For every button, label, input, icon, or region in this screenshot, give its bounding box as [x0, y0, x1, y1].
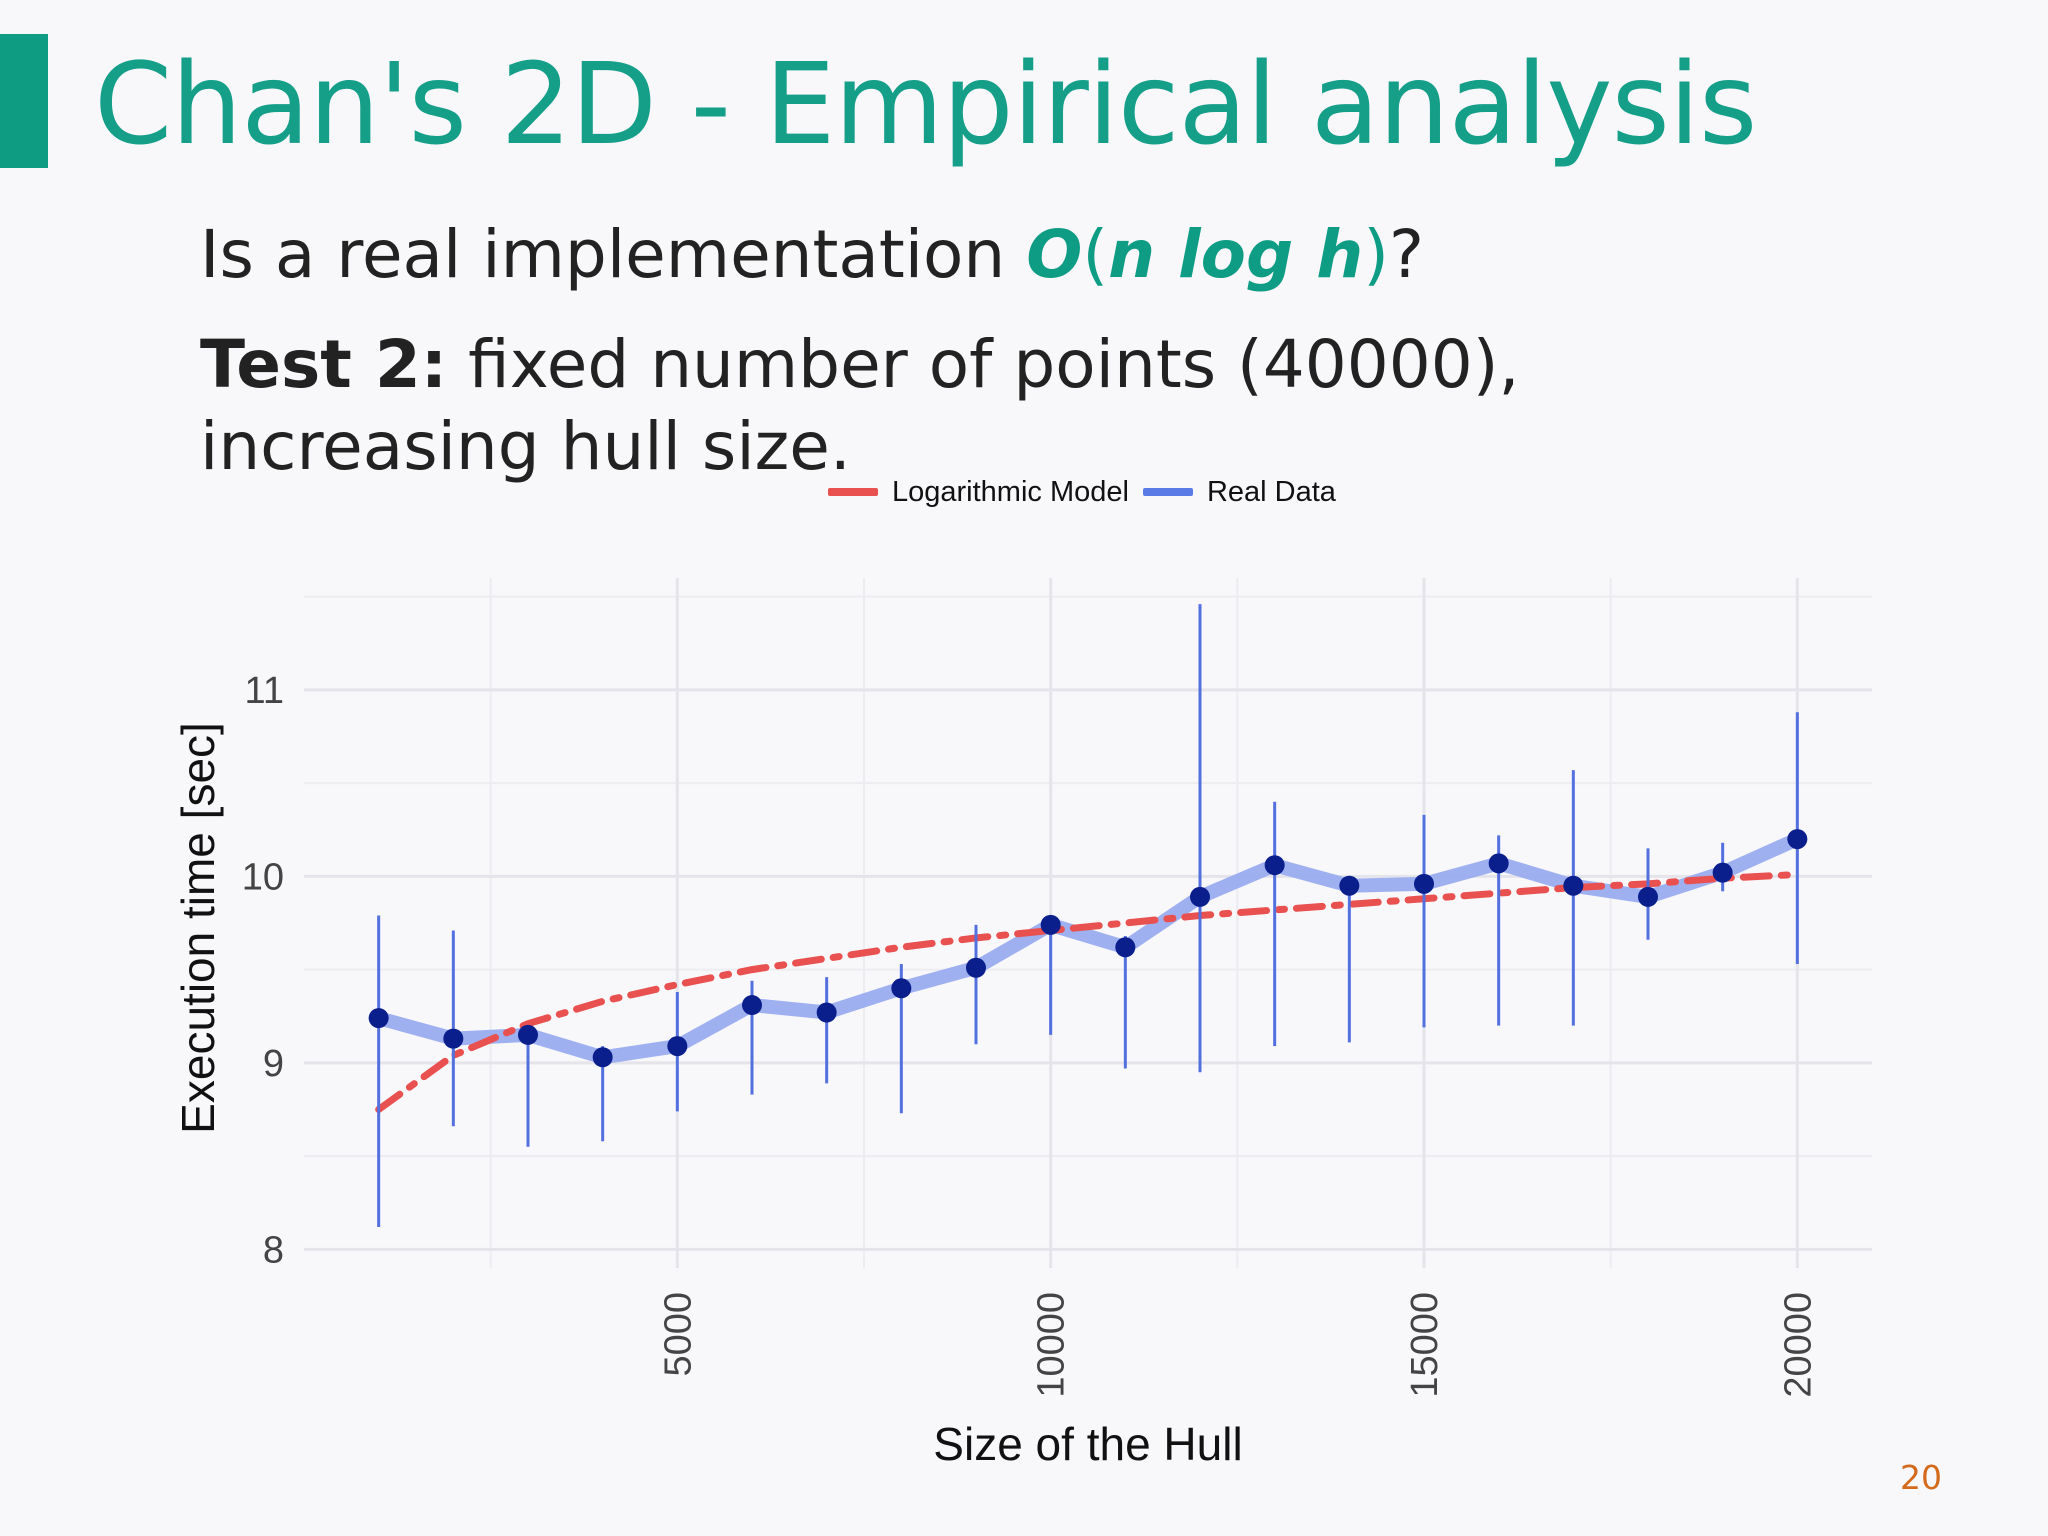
y-tick-label: 8	[263, 1229, 284, 1271]
x-tick-label: 10000	[1031, 1292, 1073, 1398]
data-point	[592, 1047, 613, 1068]
y-tick-label: 11	[245, 670, 284, 712]
x-tick-label: 20000	[1777, 1292, 1819, 1398]
test-description: Test 2: fixed number of points (40000), …	[200, 324, 1840, 488]
data-point	[1488, 853, 1509, 874]
data-point	[1712, 862, 1733, 883]
legend-swatch-real-data	[1142, 488, 1193, 496]
test-label: Test 2:	[200, 326, 448, 403]
data-point	[742, 995, 762, 1016]
data-point	[667, 1036, 688, 1057]
question-line: Is a real implementation O(n log h)?	[200, 212, 1424, 298]
question-prefix: Is a real implementation	[200, 216, 1027, 293]
data-point	[1339, 875, 1360, 896]
y-tick-label: 9	[263, 1043, 284, 1085]
complexity-inner: n log h	[1108, 216, 1364, 293]
data-point	[1787, 829, 1808, 850]
complexity-o: O	[1026, 216, 1083, 293]
title-accent-bar	[0, 34, 48, 168]
test-text: fixed number of points (40000), increasi…	[200, 326, 1520, 485]
legend-item-log-model: Logarithmic Model	[828, 476, 1129, 509]
real-data-line	[371, 832, 1805, 1065]
data-point	[816, 1002, 837, 1023]
question-suffix: ?	[1388, 216, 1425, 293]
y-tick-labels: 8 9 10 11	[242, 670, 284, 1271]
chart-legend: Logarithmic Model Real Data	[828, 472, 1336, 512]
x-tick-label: 15000	[1404, 1292, 1446, 1398]
real-data-series	[371, 832, 1805, 1065]
legend-label-log-model: Logarithmic Model	[892, 475, 1129, 508]
legend-item-real-data: Real Data	[1142, 475, 1336, 509]
data-point	[1040, 914, 1061, 935]
data-point	[891, 978, 912, 999]
y-axis-title: Execution time [sec]	[172, 722, 224, 1134]
legend-label-real-data: Real Data	[1206, 475, 1336, 508]
log-model-line	[375, 871, 1801, 1113]
data-point	[1115, 937, 1136, 958]
complexity-paren-close: )	[1363, 216, 1389, 293]
data-point	[518, 1024, 538, 1045]
data-point	[966, 957, 986, 978]
data-point	[1638, 886, 1658, 907]
legend-swatch-log-model	[828, 488, 878, 496]
slide-title: Chan's 2D - Empirical analysis	[94, 40, 1757, 170]
data-point	[1414, 873, 1434, 894]
y-tick-label: 10	[242, 856, 284, 898]
data-point	[368, 1008, 389, 1029]
error-bars	[377, 604, 1799, 1227]
log-model-series	[375, 871, 1801, 1113]
data-point	[1563, 875, 1584, 896]
data-point	[1190, 886, 1210, 907]
data-point	[1264, 855, 1285, 876]
x-tick-labels: 5000 10000 15000 20000	[657, 1292, 1819, 1398]
data-point	[443, 1028, 464, 1049]
x-tick-label: 5000	[657, 1292, 699, 1377]
real-data-points	[368, 829, 1808, 1068]
x-axis-title: Size of the Hull	[933, 1418, 1242, 1470]
complexity-paren-open: (	[1082, 216, 1109, 293]
page-number: 20	[1900, 1458, 1942, 1497]
grid-minor	[304, 578, 1872, 1268]
grid-major	[304, 578, 1872, 1268]
